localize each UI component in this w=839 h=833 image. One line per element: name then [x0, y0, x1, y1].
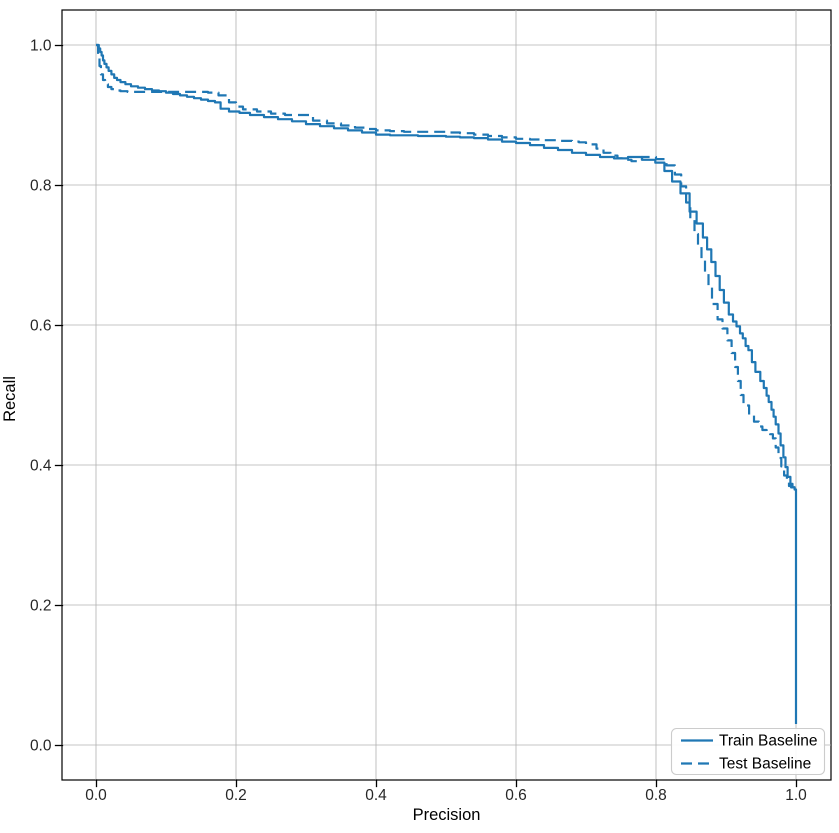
- svg-text:1.0: 1.0: [30, 38, 52, 55]
- svg-text:0.2: 0.2: [30, 598, 52, 615]
- svg-text:0.8: 0.8: [30, 178, 52, 195]
- svg-text:Train Baseline: Train Baseline: [719, 733, 818, 750]
- svg-text:0.6: 0.6: [30, 318, 52, 335]
- svg-text:0.0: 0.0: [30, 738, 52, 755]
- svg-text:Recall: Recall: [1, 376, 19, 422]
- svg-text:1.0: 1.0: [785, 787, 807, 804]
- svg-text:Test Baseline: Test Baseline: [719, 756, 811, 773]
- svg-text:0.4: 0.4: [365, 787, 387, 804]
- svg-text:Precision: Precision: [413, 806, 481, 824]
- svg-text:0.4: 0.4: [30, 458, 52, 475]
- svg-text:0.0: 0.0: [85, 787, 107, 804]
- svg-text:0.8: 0.8: [645, 787, 667, 804]
- svg-text:0.2: 0.2: [225, 787, 247, 804]
- svg-text:0.6: 0.6: [505, 787, 527, 804]
